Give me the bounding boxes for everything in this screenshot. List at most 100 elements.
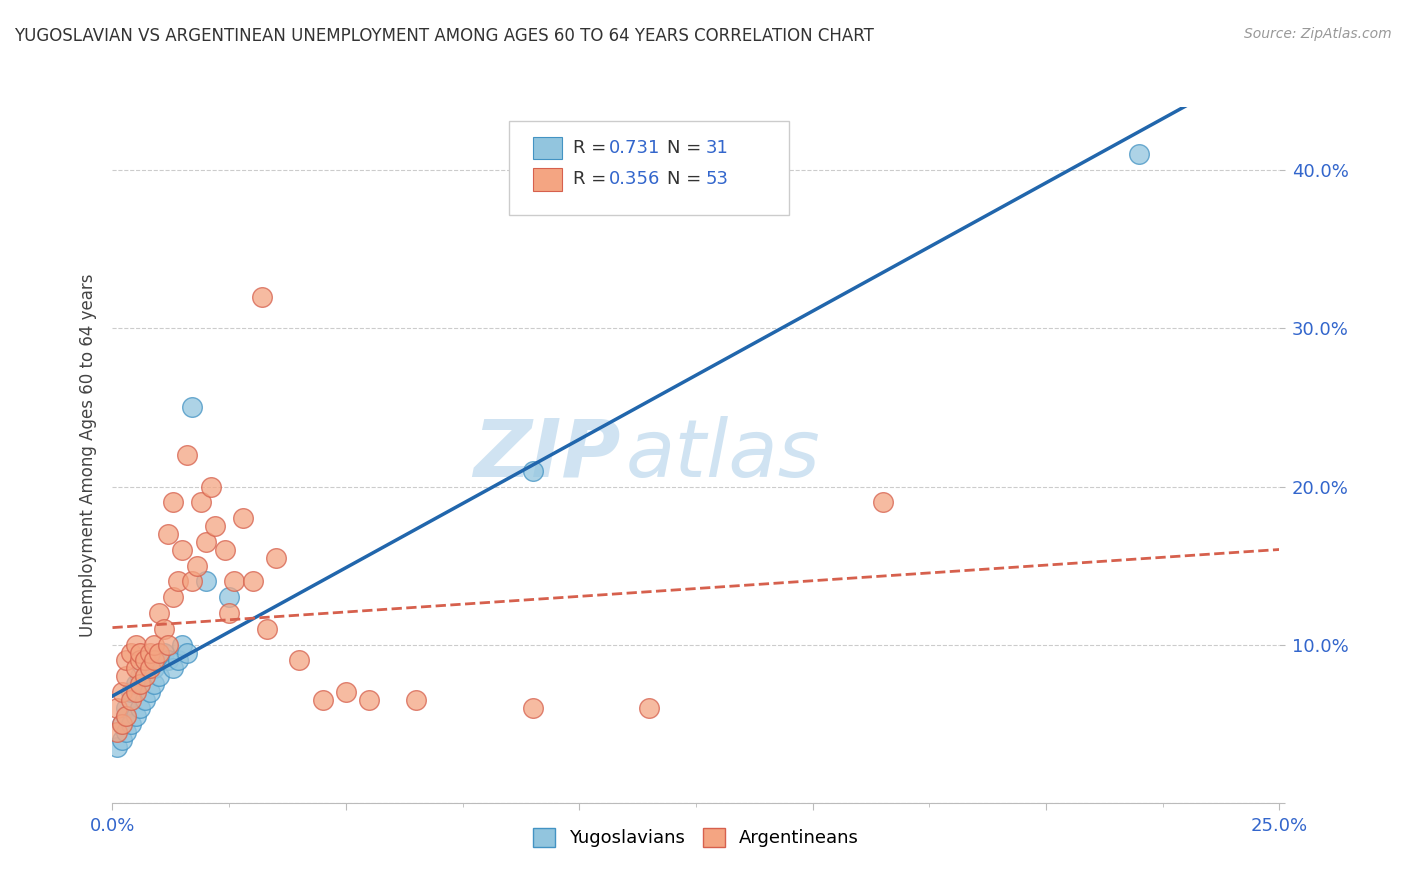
Text: R =: R =	[574, 139, 613, 157]
Point	[139, 685, 162, 699]
Point	[638, 701, 661, 715]
Point	[105, 701, 128, 715]
Point	[311, 693, 333, 707]
Point	[143, 653, 166, 667]
Point	[134, 669, 156, 683]
Point	[194, 574, 217, 589]
Point	[125, 638, 148, 652]
Point	[522, 464, 544, 478]
Text: N =: N =	[666, 170, 707, 188]
Point	[1128, 147, 1150, 161]
Point	[129, 677, 152, 691]
Point	[115, 708, 138, 723]
Point	[256, 622, 278, 636]
Point	[120, 685, 142, 699]
Point	[218, 606, 240, 620]
Point	[218, 591, 240, 605]
Point	[139, 646, 162, 660]
FancyBboxPatch shape	[533, 169, 562, 191]
Point	[129, 646, 152, 660]
Point	[143, 677, 166, 691]
Text: Source: ZipAtlas.com: Source: ZipAtlas.com	[1244, 27, 1392, 41]
Point	[172, 542, 194, 557]
Point	[111, 732, 134, 747]
Point	[288, 653, 311, 667]
Point	[148, 606, 170, 620]
Point	[129, 653, 152, 667]
Point	[176, 448, 198, 462]
Point	[200, 479, 222, 493]
Text: 31: 31	[706, 139, 728, 157]
Point	[204, 519, 226, 533]
Point	[153, 622, 176, 636]
Point	[139, 661, 162, 675]
Point	[134, 653, 156, 667]
Point	[115, 724, 138, 739]
Point	[172, 638, 194, 652]
Point	[180, 574, 202, 589]
Point	[148, 669, 170, 683]
Point	[105, 724, 128, 739]
Point	[125, 708, 148, 723]
Point	[214, 542, 236, 557]
Point	[105, 740, 128, 755]
Point	[166, 653, 188, 667]
Point	[157, 638, 180, 652]
Point	[125, 685, 148, 699]
Point	[129, 701, 152, 715]
Point	[194, 534, 217, 549]
Point	[242, 574, 264, 589]
Point	[111, 716, 134, 731]
Text: 53: 53	[706, 170, 728, 188]
Point	[335, 685, 357, 699]
Point	[166, 574, 188, 589]
Point	[264, 550, 287, 565]
Point	[162, 495, 184, 509]
Point	[120, 693, 142, 707]
Point	[148, 646, 170, 660]
Text: 0.356: 0.356	[609, 170, 659, 188]
Point	[143, 638, 166, 652]
Text: YUGOSLAVIAN VS ARGENTINEAN UNEMPLOYMENT AMONG AGES 60 TO 64 YEARS CORRELATION CH: YUGOSLAVIAN VS ARGENTINEAN UNEMPLOYMENT …	[14, 27, 875, 45]
Point	[190, 495, 212, 509]
Point	[115, 653, 138, 667]
FancyBboxPatch shape	[533, 137, 562, 159]
Point	[125, 661, 148, 675]
Point	[111, 716, 134, 731]
Point	[120, 716, 142, 731]
Point	[359, 693, 381, 707]
Point	[111, 685, 134, 699]
Point	[125, 677, 148, 691]
Text: N =: N =	[666, 139, 707, 157]
Text: ZIP: ZIP	[472, 416, 620, 494]
Y-axis label: Unemployment Among Ages 60 to 64 years: Unemployment Among Ages 60 to 64 years	[79, 273, 97, 637]
Point	[232, 511, 254, 525]
Point	[134, 693, 156, 707]
Point	[129, 669, 152, 683]
Point	[157, 527, 180, 541]
Point	[143, 661, 166, 675]
FancyBboxPatch shape	[509, 121, 789, 215]
Point	[115, 669, 138, 683]
Point	[153, 646, 176, 660]
Point	[222, 574, 245, 589]
Text: 0.731: 0.731	[609, 139, 659, 157]
Point	[250, 290, 273, 304]
Point	[405, 693, 427, 707]
Point	[157, 653, 180, 667]
Point	[186, 558, 208, 573]
Text: atlas: atlas	[626, 416, 821, 494]
Point	[115, 708, 138, 723]
Legend: Yugoslavians, Argentineans: Yugoslavians, Argentineans	[524, 819, 868, 856]
Point	[176, 646, 198, 660]
Point	[134, 653, 156, 667]
Point	[522, 701, 544, 715]
Point	[162, 591, 184, 605]
Point	[180, 401, 202, 415]
Point	[120, 646, 142, 660]
Point	[115, 701, 138, 715]
Point	[162, 661, 184, 675]
Point	[148, 653, 170, 667]
Point	[139, 661, 162, 675]
Point	[872, 495, 894, 509]
